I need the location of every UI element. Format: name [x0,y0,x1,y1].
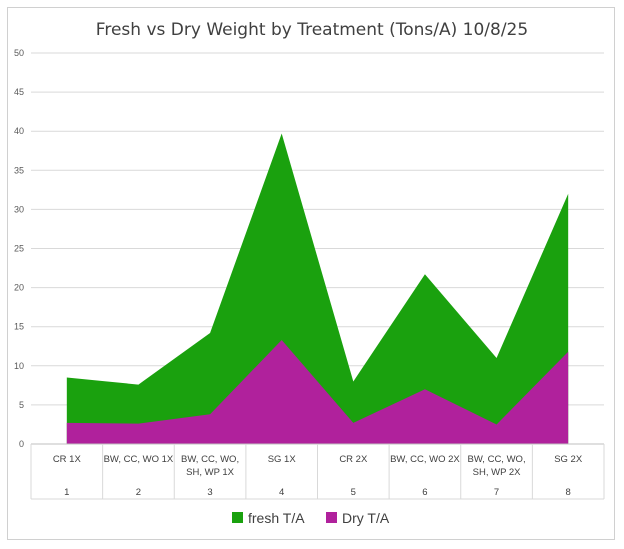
x-category-label: BW, CC, WO 1X [104,454,174,465]
y-tick-label: 30 [14,204,24,214]
x-category-label: SG 1X [268,454,297,465]
x-axis: CR 1X 1 BW, CC, WO 1X 2 BW, CC, WO, SH, WP 1X… [30,443,605,500]
x-category-label: CR 2X [339,454,368,465]
y-tick-label: 15 [14,322,24,332]
y-axis: 0 5 10 15 20 25 30 35 40 45 50 [14,48,24,449]
legend-label: fresh T/A [248,510,305,526]
x-category-label: SH, WP 2X [473,467,522,478]
chart-title: Fresh vs Dry Weight by Treatment (Tons/A… [96,20,528,40]
series-area-dry [66,339,569,444]
x-category-index: 8 [566,487,571,498]
y-tick-label: 35 [14,165,24,175]
legend-swatch [326,512,337,523]
x-category-index: 7 [494,487,499,498]
legend-swatch [232,512,243,523]
x-category-index: 1 [64,487,69,498]
y-tick-label: 50 [14,48,24,58]
y-tick-label: 45 [14,87,24,97]
x-category-index: 6 [422,487,427,498]
x-category-label: SH, WP 1X [186,467,235,478]
y-tick-label: 20 [14,283,24,293]
y-tick-label: 10 [14,361,24,371]
x-category-index: 2 [136,487,141,498]
x-category-index: 4 [279,487,284,498]
x-category-index: 5 [351,487,356,498]
x-category-label: CR 1X [53,454,82,465]
x-category-label: BW, CC, WO 2X [390,454,460,465]
legend: fresh T/A Dry T/A [232,510,390,526]
plot-areas [66,133,569,444]
x-category-label: SG 2X [554,454,583,465]
x-category-label: BW, CC, WO, [468,454,526,465]
y-tick-label: 25 [14,244,24,254]
series-area-fresh [66,133,569,444]
y-tick-label: 40 [14,126,24,136]
x-category-index: 3 [207,487,212,498]
y-tick-label: 5 [19,400,24,410]
y-tick-label: 0 [19,439,24,449]
x-category-label: BW, CC, WO, [181,454,239,465]
legend-label: Dry T/A [342,510,390,526]
